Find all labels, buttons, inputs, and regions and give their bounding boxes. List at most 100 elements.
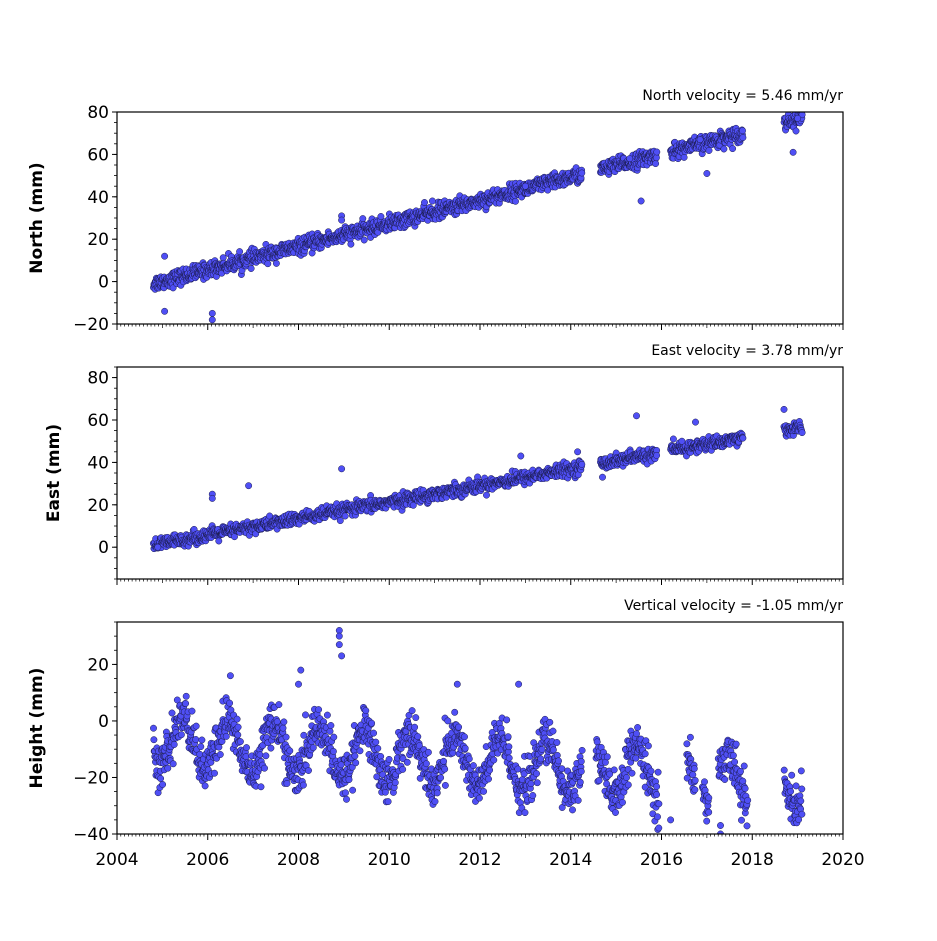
height-data-point bbox=[619, 799, 625, 805]
height-data-point bbox=[257, 752, 263, 758]
height-data-point bbox=[170, 761, 176, 767]
height-data-point bbox=[235, 732, 241, 738]
north-panel-title: North velocity = 5.46 mm/yr bbox=[642, 88, 843, 104]
height-data-point bbox=[578, 768, 584, 774]
height-data-point bbox=[656, 825, 662, 831]
height-data-point bbox=[400, 766, 406, 772]
height-data-point bbox=[656, 801, 662, 807]
north-data-point bbox=[653, 155, 659, 161]
height-data-point bbox=[331, 734, 337, 740]
height-data-point bbox=[554, 739, 560, 745]
height-data-point bbox=[522, 809, 528, 815]
east-data-point bbox=[337, 517, 343, 523]
height-data-point bbox=[691, 765, 697, 771]
height-data-point bbox=[234, 716, 240, 722]
height-data-point bbox=[625, 782, 631, 788]
height-data-point bbox=[738, 817, 744, 823]
height-data-point bbox=[287, 748, 293, 754]
east-data-point bbox=[740, 435, 746, 441]
north-data-point bbox=[697, 136, 703, 142]
east-data-point bbox=[483, 492, 489, 498]
height-data-point bbox=[642, 751, 648, 757]
height-points bbox=[150, 627, 805, 837]
north-data-point bbox=[161, 253, 167, 259]
height-data-point bbox=[183, 693, 189, 699]
height-data-point bbox=[634, 724, 640, 730]
height-data-point bbox=[385, 798, 391, 804]
height-data-point bbox=[550, 728, 556, 734]
height-data-point bbox=[302, 712, 308, 718]
height-data-point bbox=[528, 781, 534, 787]
east-data-point bbox=[245, 483, 251, 489]
north-data-point bbox=[236, 248, 242, 254]
height-data-point bbox=[781, 767, 787, 773]
height-data-point bbox=[569, 807, 575, 813]
height-data-point bbox=[226, 700, 232, 706]
height-data-point bbox=[281, 719, 287, 725]
east-axes-frame bbox=[117, 367, 843, 579]
height-data-point bbox=[199, 737, 205, 743]
height-data-point bbox=[327, 728, 333, 734]
height-data-point bbox=[740, 778, 746, 784]
north-data-point bbox=[209, 310, 215, 316]
height-data-point bbox=[442, 766, 448, 772]
height-data-point bbox=[425, 749, 431, 755]
height-data-point bbox=[505, 734, 511, 740]
east-data-point bbox=[781, 406, 787, 412]
height-data-point bbox=[445, 718, 451, 724]
height-data-point bbox=[159, 781, 165, 787]
height-data-point bbox=[409, 707, 415, 713]
height-data-point bbox=[466, 756, 472, 762]
height-data-point bbox=[338, 762, 344, 768]
height-data-point bbox=[315, 706, 321, 712]
height-data-point bbox=[415, 733, 421, 739]
north-data-point bbox=[360, 215, 366, 221]
height-data-point bbox=[442, 782, 448, 788]
height-data-point bbox=[704, 818, 710, 824]
north-y-tick-label: 20 bbox=[87, 230, 109, 250]
height-data-point bbox=[452, 709, 458, 715]
height-data-point bbox=[530, 792, 536, 798]
north-data-point bbox=[522, 183, 528, 189]
height-data-point bbox=[368, 720, 374, 726]
north-data-point bbox=[579, 170, 585, 176]
height-data-point bbox=[722, 776, 728, 782]
height-data-point bbox=[629, 770, 635, 776]
height-data-point bbox=[706, 809, 712, 815]
height-data-point bbox=[343, 796, 349, 802]
north-data-point bbox=[361, 237, 367, 243]
north-data-point bbox=[512, 198, 518, 204]
north-y-tick-label: 40 bbox=[87, 188, 109, 208]
height-data-point bbox=[150, 725, 156, 731]
east-y-tick-label: 80 bbox=[87, 369, 109, 389]
north-data-point bbox=[273, 260, 279, 266]
east-y-tick-label: 20 bbox=[87, 496, 109, 516]
east-data-point bbox=[599, 474, 605, 480]
height-data-point bbox=[476, 795, 482, 801]
height-data-point bbox=[310, 744, 316, 750]
east-data-point bbox=[670, 436, 676, 442]
east-data-point bbox=[799, 429, 805, 435]
north-y-tick-label: 0 bbox=[98, 273, 109, 293]
north-y-axis-label: North (mm) bbox=[27, 162, 47, 273]
height-data-point bbox=[655, 769, 661, 775]
north-data-point bbox=[421, 199, 427, 205]
north-data-point bbox=[248, 265, 254, 271]
height-data-point bbox=[437, 775, 443, 781]
height-data-point bbox=[305, 767, 311, 773]
height-data-point bbox=[328, 722, 334, 728]
north-data-point bbox=[338, 217, 344, 223]
height-data-point bbox=[745, 797, 751, 803]
east-data-point bbox=[155, 544, 161, 550]
north-data-point bbox=[790, 149, 796, 155]
height-data-point bbox=[506, 744, 512, 750]
north-data-point bbox=[348, 241, 354, 247]
height-data-point bbox=[550, 747, 556, 753]
height-data-point bbox=[178, 732, 184, 738]
north-data-point bbox=[794, 115, 800, 121]
height-data-point bbox=[211, 770, 217, 776]
height-y-axis-label: Height (mm) bbox=[27, 668, 47, 789]
height-data-point bbox=[171, 741, 177, 747]
east-data-point bbox=[342, 513, 348, 519]
